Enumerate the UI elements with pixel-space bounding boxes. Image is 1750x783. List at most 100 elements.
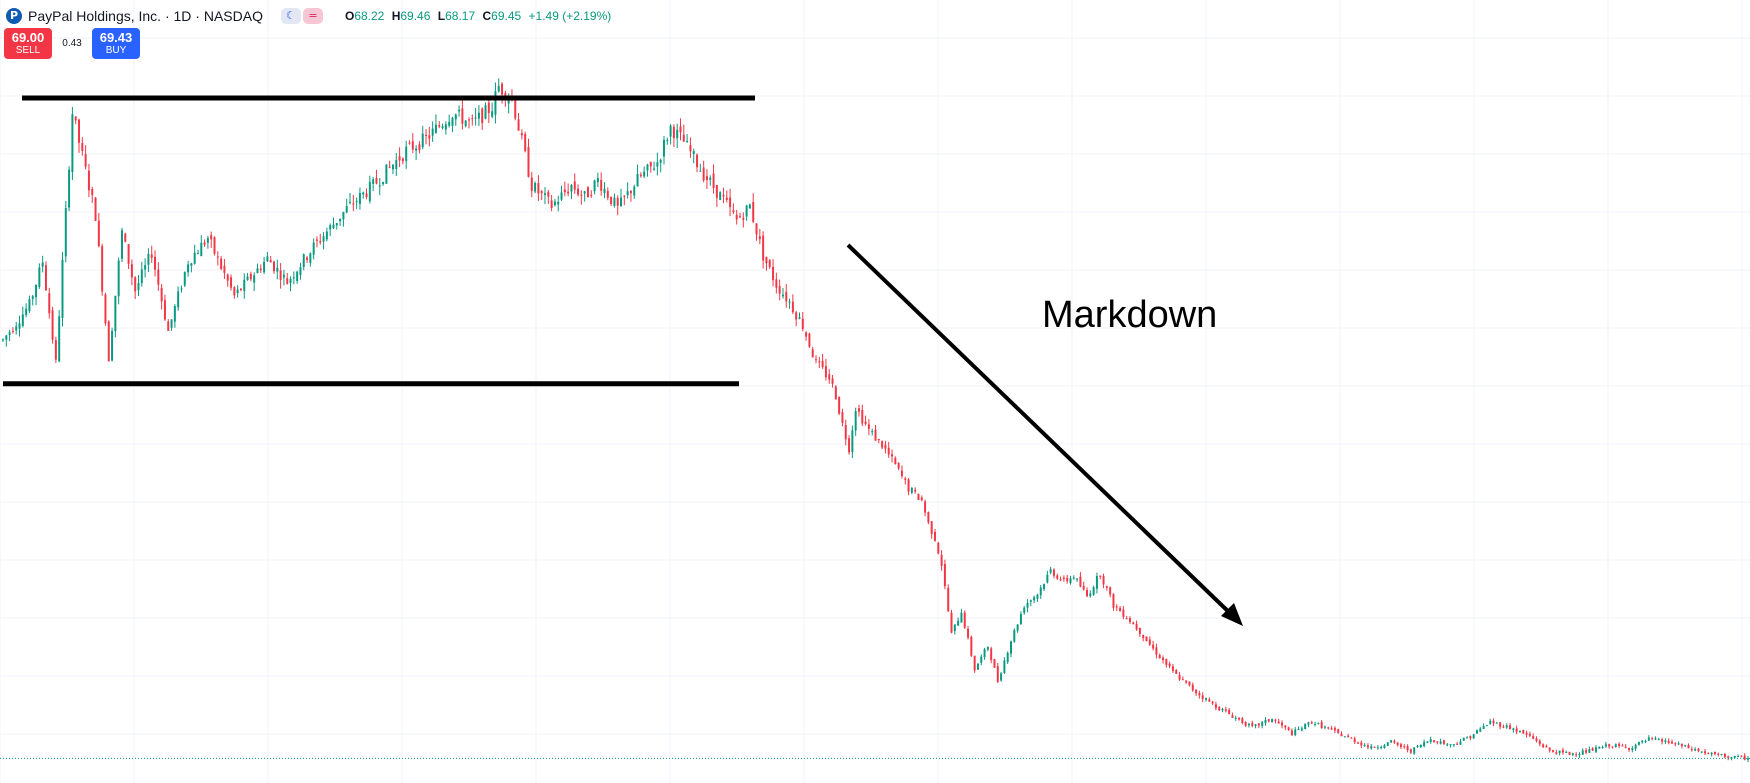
- candle-body: [243, 279, 246, 291]
- candle-body: [190, 263, 193, 266]
- candle-body: [1634, 744, 1637, 749]
- candle-body: [1095, 576, 1098, 589]
- candle-body: [81, 143, 84, 151]
- candle-body: [329, 225, 332, 230]
- candle-body: [1115, 606, 1118, 608]
- candle-body: [1125, 618, 1128, 620]
- candle-body: [643, 171, 646, 177]
- candle-body: [266, 256, 269, 262]
- candle-body: [623, 195, 626, 197]
- open-label: O: [344, 9, 355, 23]
- moon-icon[interactable]: ☾: [280, 8, 301, 24]
- candle-body: [487, 102, 490, 114]
- candle-body: [950, 612, 953, 633]
- candle-body: [1185, 680, 1188, 683]
- candle-body: [586, 187, 589, 198]
- equals-icon[interactable]: =: [302, 8, 323, 24]
- buy-button[interactable]: 69.43 BUY: [92, 28, 140, 59]
- candle-body: [600, 179, 603, 191]
- candle-body: [1244, 721, 1247, 726]
- candle-body: [1360, 742, 1363, 746]
- candle-body: [616, 197, 619, 206]
- candle-body: [342, 211, 345, 220]
- markdown-arrow[interactable]: [846, 243, 1236, 619]
- candle-body: [140, 269, 143, 284]
- candle-body: [263, 261, 266, 273]
- candle-body: [1281, 722, 1283, 726]
- candle-body: [937, 542, 940, 554]
- candle-body: [54, 340, 57, 360]
- candle-body: [1700, 751, 1703, 753]
- candle-body: [1363, 745, 1366, 747]
- candle-body: [438, 125, 441, 127]
- candle-body: [729, 197, 732, 208]
- candle-body: [477, 112, 480, 119]
- candle-body: [560, 192, 563, 200]
- candle-body: [973, 655, 976, 671]
- candle-body: [87, 170, 90, 191]
- candle-body: [527, 146, 530, 177]
- candle-body: [1066, 577, 1069, 582]
- candle-body: [97, 220, 100, 247]
- candle-body: [1251, 722, 1254, 726]
- candle-body: [990, 648, 993, 661]
- candle-body: [1287, 727, 1290, 730]
- candle-body: [824, 366, 827, 378]
- close-value: 69.45: [491, 9, 522, 23]
- candle-body: [550, 200, 553, 209]
- candle-body: [1542, 744, 1545, 748]
- candle-body: [778, 286, 781, 294]
- candle-body: [378, 185, 381, 187]
- candle-body: [1310, 722, 1313, 724]
- candle-body: [418, 144, 421, 151]
- candle-body: [867, 424, 870, 429]
- candle-body: [1723, 754, 1726, 758]
- candle-body: [1608, 744, 1611, 747]
- candle-body: [180, 288, 183, 290]
- symbol-title[interactable]: PayPal Holdings, Inc. · 1D · NASDAQ: [28, 8, 263, 24]
- candle-body: [157, 269, 160, 285]
- candle-body: [910, 488, 913, 493]
- candle-body: [2, 339, 4, 341]
- candle-body: [669, 125, 672, 137]
- candle-body: [1135, 623, 1138, 630]
- candle-body: [996, 666, 999, 682]
- candle-body: [811, 349, 814, 358]
- candle-body: [1456, 743, 1459, 745]
- candle-body: [755, 223, 758, 235]
- candle-body: [1089, 593, 1092, 597]
- candle-body: [1353, 738, 1356, 743]
- candle-body: [768, 260, 771, 267]
- candle-body: [147, 253, 150, 265]
- candle-body: [64, 208, 67, 257]
- candle-body: [1366, 745, 1369, 748]
- candle-body: [821, 360, 824, 368]
- candle-body: [1545, 746, 1548, 748]
- candlestick-series: [2, 78, 1749, 763]
- paypal-logo[interactable]: P: [6, 8, 22, 24]
- candle-body: [1138, 627, 1141, 635]
- candle-body: [719, 192, 722, 200]
- candle-body: [15, 326, 18, 331]
- sell-button[interactable]: 69.00 SELL: [4, 28, 52, 59]
- candle-body: [461, 108, 464, 124]
- candle-body: [1538, 740, 1541, 745]
- candle-body: [415, 148, 418, 151]
- candle-body: [441, 126, 444, 128]
- candle-body: [220, 258, 223, 269]
- candle-body: [71, 114, 74, 173]
- candle-body: [924, 501, 927, 513]
- candle-body: [124, 233, 127, 242]
- candle-body: [861, 409, 864, 424]
- candle-body: [1327, 727, 1330, 729]
- candle-body: [1205, 698, 1207, 700]
- candle-body: [1152, 644, 1155, 649]
- candle-body: [993, 659, 996, 668]
- candle-body: [1651, 738, 1654, 740]
- candle-body: [1132, 622, 1135, 625]
- markdown-label[interactable]: Markdown: [1042, 294, 1218, 336]
- candle-body: [1495, 722, 1498, 724]
- candle-body: [1667, 740, 1670, 743]
